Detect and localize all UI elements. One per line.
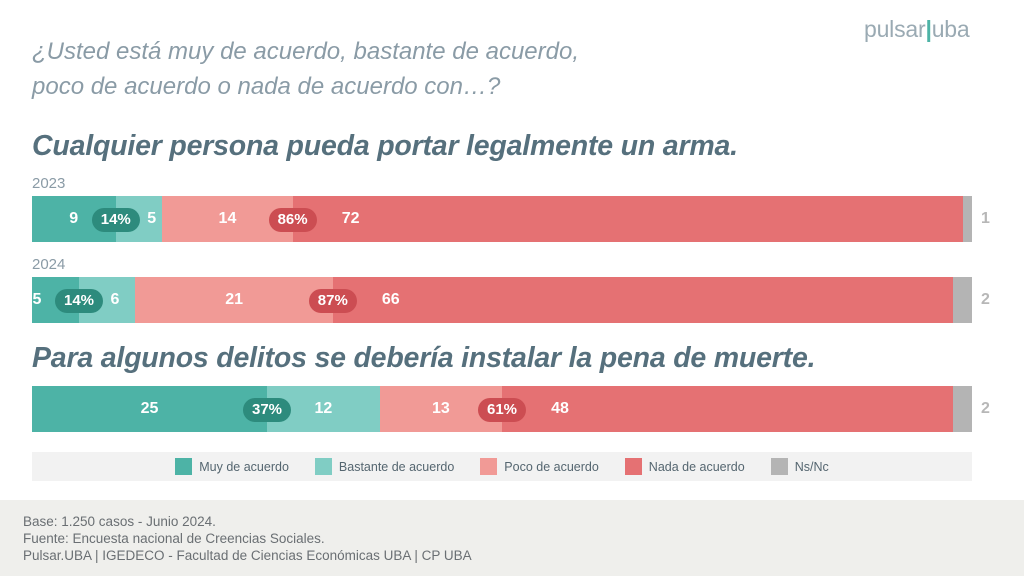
- legend-swatch-muy-de-acuerdo: [175, 458, 193, 475]
- footer-source: Fuente: Encuesta nacional de Creencias S…: [23, 531, 325, 546]
- legend-label-ns-nc: Ns/Nc: [794, 459, 829, 474]
- legend-label-bastante-de-acuerdo: Bastante de acuerdo: [338, 459, 455, 474]
- value-label-poco-de-acuerdo: 21: [225, 291, 243, 308]
- value-label-nada-de-acuerdo: 66: [381, 291, 400, 308]
- legend-swatch-ns-nc: [770, 458, 788, 475]
- question-line-2: poco de acuerdo o nada de acuerdo con…?: [32, 73, 501, 100]
- chart-2-title: Para algunos delitos se debería instalar…: [32, 342, 816, 374]
- legend-label-muy-de-acuerdo: Muy de acuerdo: [199, 459, 289, 474]
- value-label-poco-de-acuerdo: 14: [218, 210, 237, 227]
- footer-base: Base: 1.250 casos - Junio 2024.: [23, 514, 216, 529]
- chart-2-bar: 25 12 13 48 37% 61%: [32, 386, 972, 432]
- pulsar-uba-logo: pulsar|uba: [864, 16, 970, 43]
- logo-separator: |: [925, 16, 932, 42]
- legend-item-ns-nc: Ns/Nc: [770, 458, 829, 475]
- legend-label-poco-de-acuerdo: Poco de acuerdo: [504, 459, 599, 474]
- value-label-nada-de-acuerdo: 72: [341, 210, 360, 227]
- value-label-muy-de-acuerdo: 9: [69, 210, 79, 227]
- footer-credits: Pulsar.UBA | IGEDECO - Facultad de Cienc…: [23, 548, 472, 563]
- bar-segment-muy-de-acuerdo: [32, 386, 267, 432]
- bar-segment-ns-nc: [953, 277, 972, 323]
- chart-2-nsnc-label: 2: [981, 400, 990, 417]
- value-label-bastante-de-acuerdo: 6: [110, 291, 120, 308]
- chart-1-category-2023: 2023: [32, 175, 66, 192]
- legend-item-bastante-de-acuerdo: Bastante de acuerdo: [314, 458, 455, 475]
- agree-total-pill: 14%: [91, 208, 140, 232]
- question-line-1: ¿Usted está muy de acuerdo, bastante de …: [32, 38, 579, 65]
- bar-segment-nada-de-acuerdo: [332, 277, 954, 323]
- chart-1-nsnc-label-2024: 2: [981, 291, 990, 308]
- bar-segment-ns-nc: [953, 386, 972, 432]
- value-label-bastante-de-acuerdo: 12: [314, 400, 333, 417]
- legend-item-nada-de-acuerdo: Nada de acuerdo: [624, 458, 745, 475]
- value-label-muy-de-acuerdo: 25: [140, 400, 159, 417]
- chart-1-bar-2024: 5 6 21 66 14% 87%: [32, 277, 972, 323]
- legend-swatch-bastante-de-acuerdo: [314, 458, 332, 475]
- logo-text-pulsar: pulsar: [864, 16, 926, 42]
- value-label-poco-de-acuerdo: 13: [431, 400, 450, 417]
- agree-total-pill: 37%: [242, 398, 292, 422]
- bar-segment-poco-de-acuerdo: [135, 277, 333, 323]
- legend-label-nada-de-acuerdo: Nada de acuerdo: [648, 459, 745, 474]
- footer: Base: 1.250 casos - Junio 2024. Fuente: …: [0, 500, 1024, 576]
- logo-text-uba: uba: [931, 16, 970, 42]
- chart-legend: Muy de acuerdo Bastante de acuerdo Poco de…: [32, 452, 972, 481]
- chart-1-bar-2023: 9 5 14 72 14% 86%: [32, 196, 972, 242]
- value-label-bastante-de-acuerdo: 5: [147, 210, 157, 227]
- legend-swatch-poco-de-acuerdo: [480, 458, 498, 475]
- value-label-muy-de-acuerdo: 5: [32, 291, 42, 308]
- disagree-total-pill: 61%: [477, 398, 527, 422]
- disagree-total-pill: 86%: [268, 208, 317, 232]
- agree-total-pill: 14%: [54, 289, 104, 313]
- bar-segment-nada-de-acuerdo: [502, 386, 954, 432]
- survey-question: ¿Usted está muy de acuerdo, bastante de …: [32, 34, 732, 104]
- chart-1-nsnc-label-2023: 1: [981, 210, 990, 227]
- chart-1-title: Cualquier persona pueda portar legalment…: [32, 130, 738, 162]
- bar-segment-nada-de-acuerdo: [292, 196, 963, 242]
- legend-item-poco-de-acuerdo: Poco de acuerdo: [480, 458, 599, 475]
- bar-segment-ns-nc: [962, 196, 972, 242]
- disagree-total-pill: 87%: [308, 289, 357, 313]
- legend-item-muy-de-acuerdo: Muy de acuerdo: [175, 458, 289, 475]
- chart-1-category-2024: 2024: [32, 256, 66, 273]
- value-label-nada-de-acuerdo: 48: [551, 400, 569, 417]
- legend-swatch-nada-de-acuerdo: [624, 458, 642, 475]
